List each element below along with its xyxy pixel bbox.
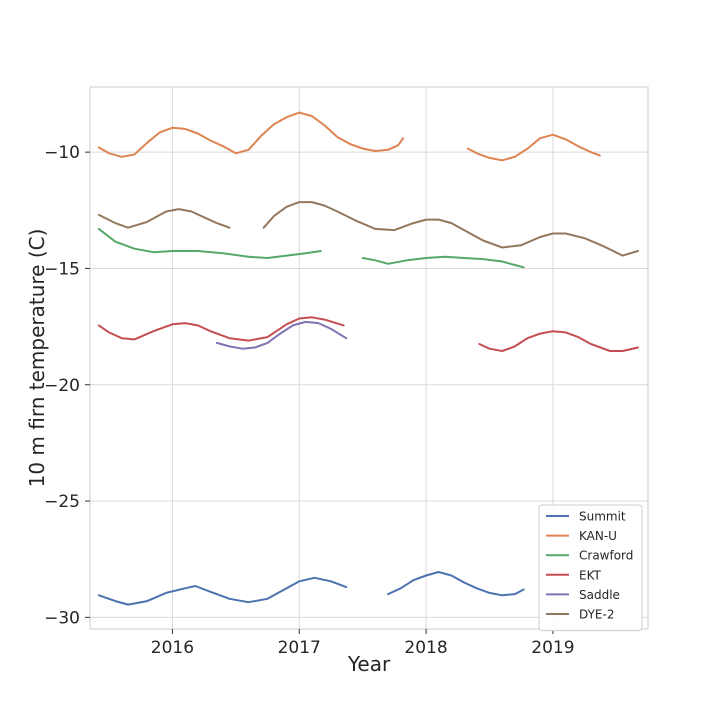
axis-ticks: 2016 2017 2018 2019 −30 −25 −20 −15 −10 — [44, 143, 574, 658]
legend-label-kan-u: KAN-U — [579, 529, 617, 543]
legend-label-ekt: EKT — [579, 568, 602, 582]
series-line-crawford — [361, 255, 525, 269]
legend: Summit KAN-U Crawford EKT Saddle DYE-2 — [538, 504, 643, 632]
series-line-crawford — [97, 227, 322, 259]
series-line-kan-u — [97, 111, 405, 158]
gridlines — [90, 87, 648, 629]
series-line-summit — [97, 576, 348, 606]
y-axis-label: 10 m firn temperature (C) — [25, 229, 49, 488]
legend-label-summit: Summit — [579, 510, 626, 524]
x-tick-label: 2018 — [404, 638, 447, 658]
series-line-kan-u — [466, 133, 601, 162]
plot-frame — [89, 86, 649, 630]
series-line-ekt — [97, 316, 345, 342]
legend-label-crawford: Crawford — [579, 549, 633, 563]
y-tick-label: −25 — [44, 492, 80, 512]
x-tick-label: 2019 — [531, 638, 574, 658]
legend-label-dye-2: DYE-2 — [579, 608, 614, 622]
y-tick-label: −20 — [44, 376, 80, 396]
y-tick-label: −15 — [44, 259, 80, 279]
series-line-ekt — [478, 330, 639, 352]
series-line-dye-2 — [97, 208, 231, 229]
series-line-saddle — [215, 320, 348, 350]
series-lines — [97, 111, 639, 606]
series-line-summit — [387, 571, 525, 597]
y-tick-label: −10 — [44, 143, 80, 163]
x-tick-label: 2017 — [278, 638, 321, 658]
x-axis-label: Year — [347, 652, 391, 676]
legend-label-saddle: Saddle — [579, 588, 620, 602]
series-line-dye-2 — [262, 201, 639, 257]
x-tick-label: 2016 — [151, 638, 194, 658]
y-tick-label: −30 — [44, 608, 80, 628]
